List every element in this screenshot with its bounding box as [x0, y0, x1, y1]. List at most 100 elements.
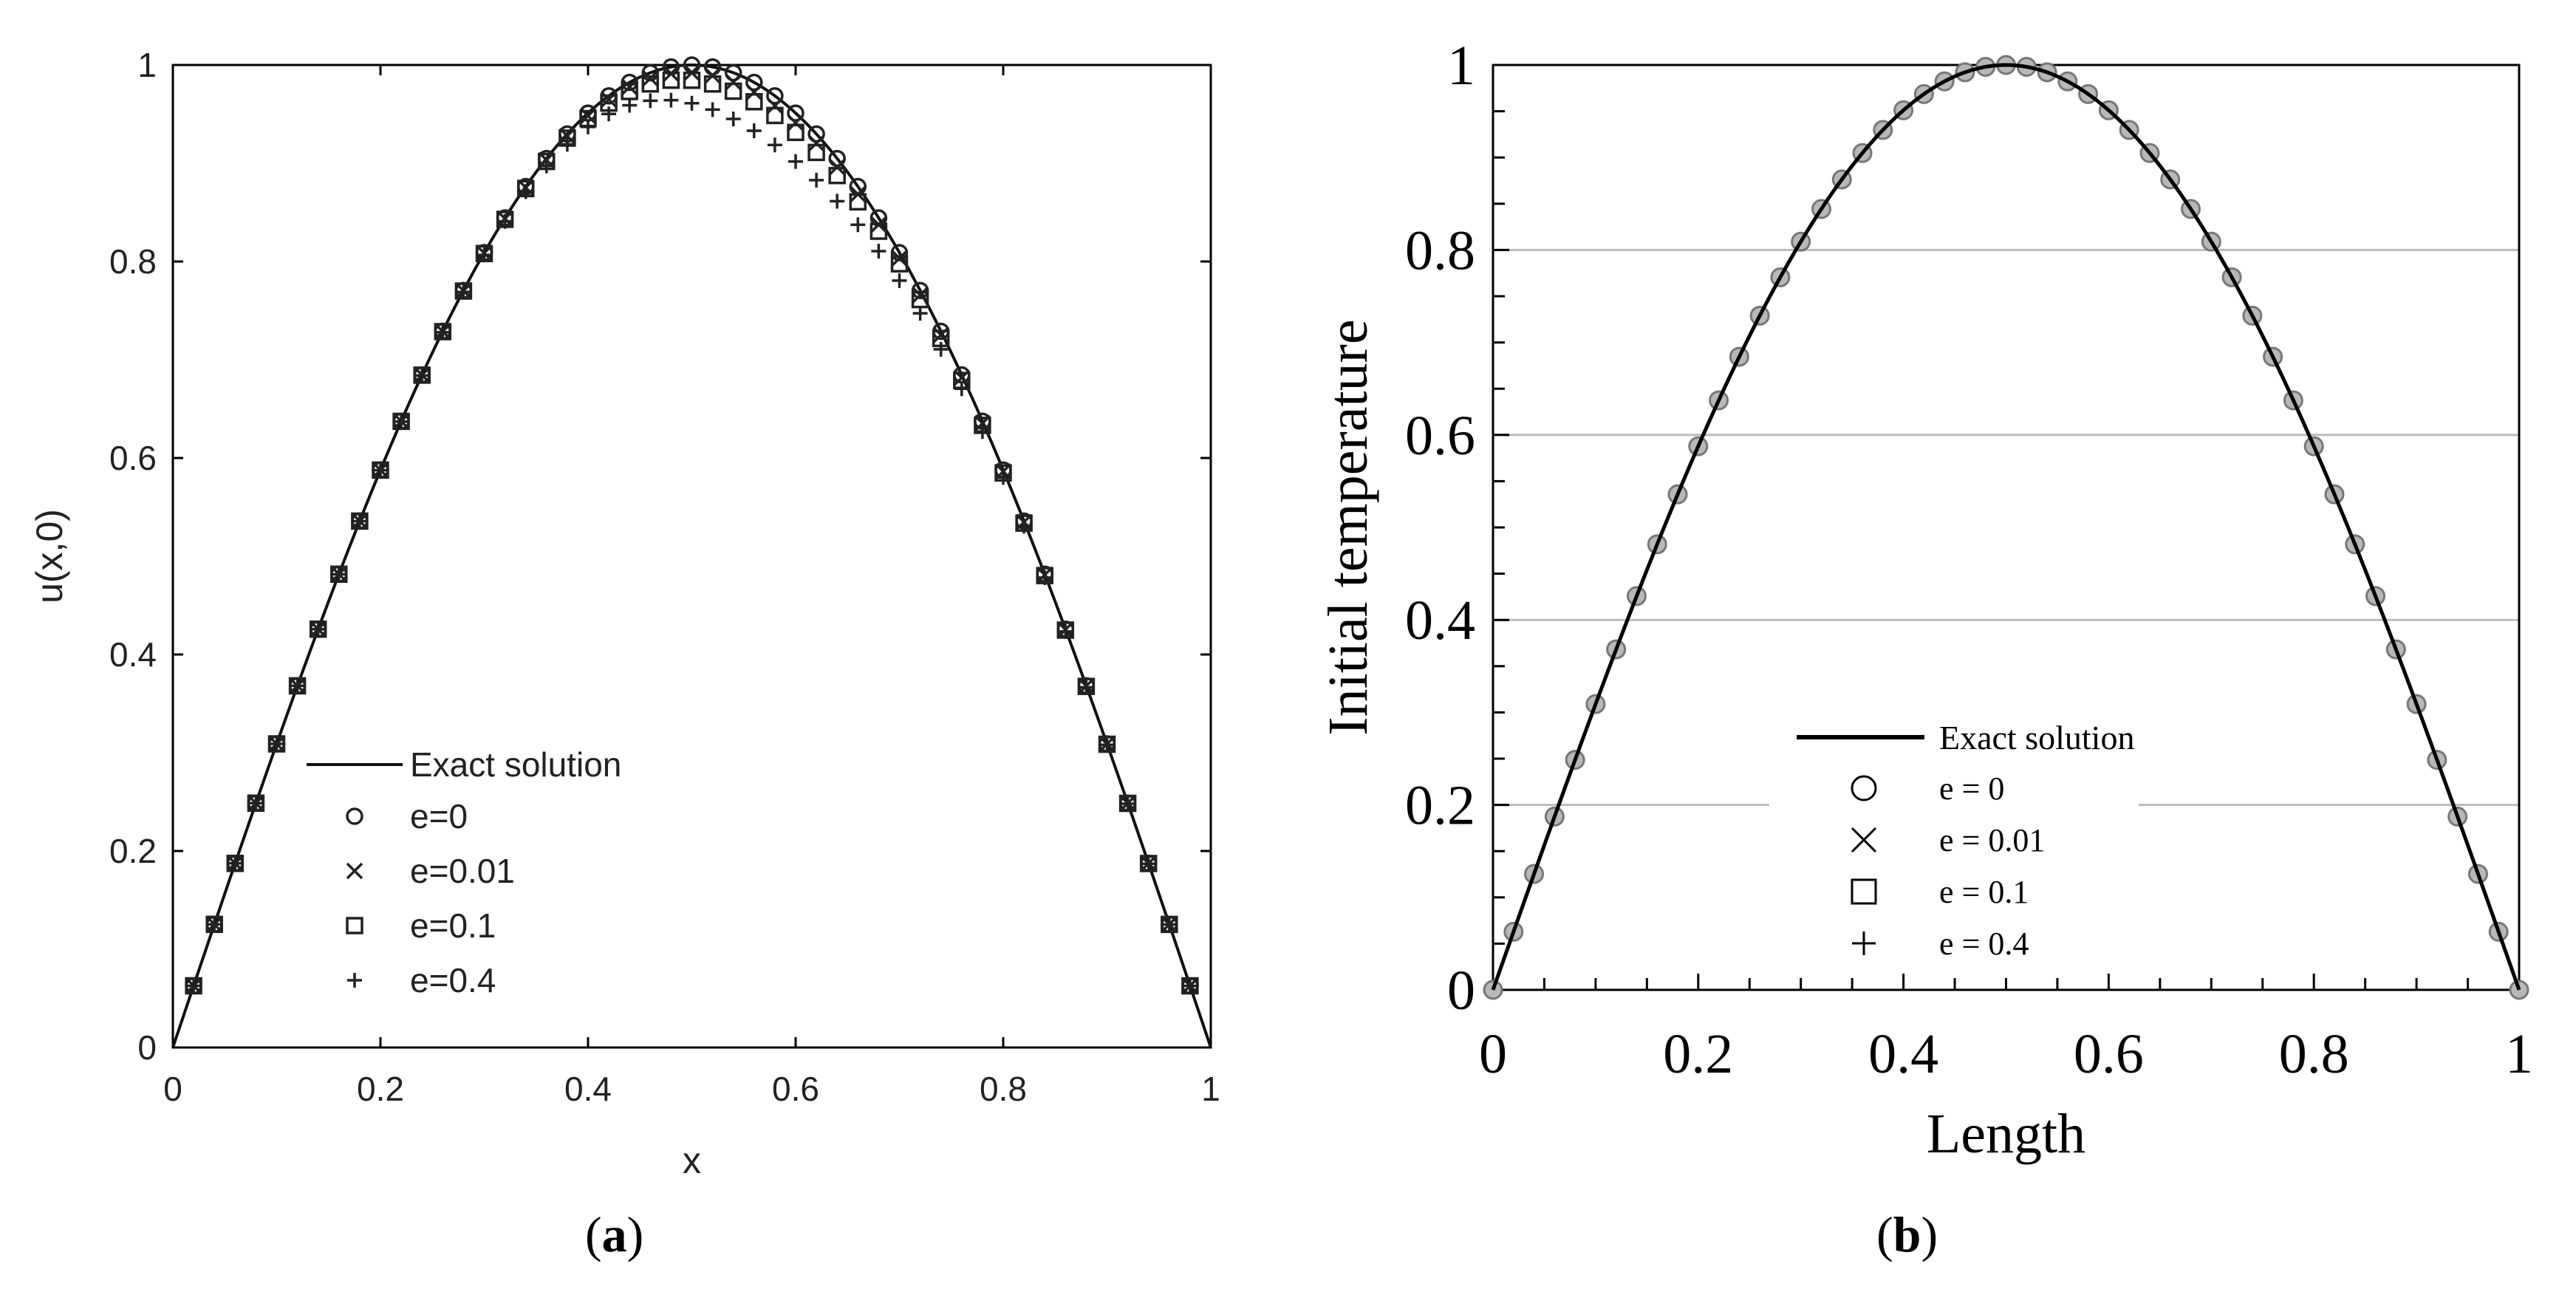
point-e-0-4-a [643, 93, 658, 109]
y-tick-label-b: 1 [1447, 35, 1475, 97]
point-e-0-1-a [828, 166, 846, 185]
point-e-0-4-a [663, 92, 679, 108]
point-e-0-a [621, 73, 638, 92]
series-exact-solution-a [171, 63, 1212, 1048]
point-e-0-4-a [394, 414, 409, 429]
point-e-0-4-a [373, 462, 388, 478]
point-e-0-4-a [892, 273, 907, 288]
x-tick-label-b: 0 [1479, 1023, 1507, 1085]
point-e-0-1-a [807, 143, 825, 162]
point-e-0-4-a [705, 102, 720, 117]
point-e-0-a [807, 125, 825, 143]
point-e-0-4-a [622, 98, 638, 113]
y-tick-label-b: 0.2 [1405, 775, 1475, 837]
y-axis-label-b: Initial temperature [1317, 319, 1379, 735]
point-e-0-1-a [683, 71, 701, 89]
point-e-0-4-a [933, 341, 949, 357]
point-e-0-4-a [746, 123, 762, 139]
x-tick-label-a: 1 [1201, 1070, 1220, 1108]
point-e-0-1-a [745, 92, 763, 111]
legend-label-b: e = 0.1 [1939, 874, 2029, 910]
legend-label-exact-b: Exact solution [1939, 719, 2134, 756]
x-tick-label-a: 0.4 [564, 1070, 612, 1108]
point-e-0-4-a [269, 736, 284, 752]
point-e-0-4-a [290, 678, 305, 694]
point-e-0-4-a [352, 513, 367, 529]
point-e-0-a [766, 87, 784, 105]
x-tick-label-a: 0.6 [772, 1070, 819, 1108]
point-e-0-4-a [830, 194, 845, 209]
point-e-0-01-a [642, 69, 659, 87]
legend-marker-b [1852, 932, 1876, 955]
series-exact-solution-b [1491, 63, 2521, 991]
point-e-0-1-a [890, 255, 909, 273]
point-e-0-a [745, 73, 763, 92]
y-tick-label-b: 0.8 [1405, 219, 1475, 281]
point-e-0-4-a [581, 119, 595, 134]
point-e-0-1-a [787, 123, 804, 142]
point-e-0-01-a [891, 250, 908, 267]
legend-marker-a [347, 973, 362, 988]
x-tick-label-b: 0.2 [1663, 1023, 1733, 1085]
point-e-0-4-a [476, 247, 492, 263]
point-e-0-a [787, 104, 804, 122]
point-e-0-4-a [456, 284, 471, 300]
point-e-0-01-a [745, 83, 763, 100]
point-e-0-4-a [539, 158, 554, 174]
point-e-0-4-a [954, 381, 969, 397]
legend-label-a: e=0 [410, 797, 468, 835]
legend-label-b: e = 0.01 [1939, 822, 2045, 858]
x-tick-label-b: 0.8 [2279, 1023, 2349, 1085]
chart-a: 0 0.2 0.4 0.6 0.8 1 0 0.2 0.4 0.6 0.8 1 x u(x,0) Exact… [29, 46, 1220, 1181]
point-e-0-4-a [1099, 737, 1115, 753]
x-tick-label-b: 0.6 [2074, 1023, 2144, 1085]
point-e-0-4-a [559, 137, 575, 152]
point-e-0-4-a [871, 244, 886, 259]
point-e-0-1-a [703, 75, 722, 93]
panel-a-label: (a) [585, 1206, 644, 1262]
y-tick-label-a: 0.6 [109, 439, 157, 477]
chart-b: 0 0.2 0.4 0.6 0.8 1 0 0.2 0.4 0.6 0.8 1 Length Initia… [1317, 35, 2533, 1165]
point-e-0-4-a [186, 978, 202, 994]
point-e-0-01-a [725, 73, 742, 91]
point-e-0-4-a [1058, 623, 1073, 639]
point-e-0-4-a [850, 217, 866, 233]
point-e-0-4-a [1079, 680, 1094, 695]
point-e-0-01-a [766, 97, 784, 114]
x-tick-label-b: 1 [2505, 1023, 2533, 1085]
point-e-0-01-a [807, 134, 825, 152]
y-tick-label-a: 0.2 [109, 832, 157, 870]
point-e-0-4-a [809, 172, 824, 188]
point-e-0-4-a [497, 213, 513, 229]
point-e-0-4-a [1037, 570, 1053, 586]
y-tick-label-a: 0 [137, 1028, 157, 1067]
point-e-0-4-a [601, 106, 617, 122]
y-axis-label-a: u(x,0) [29, 509, 70, 604]
point-e-0-1-a [766, 106, 784, 125]
point-e-0-a [724, 64, 742, 82]
point-e-0-1-a [849, 193, 867, 211]
legend-label-b: e = 0.4 [1939, 926, 2029, 962]
legend-label-exact-a: Exact solution [410, 745, 621, 784]
y-tick-label-b: 0.6 [1405, 405, 1475, 467]
point-e-0-4-a [435, 324, 451, 340]
point-e-0-4-a [996, 470, 1011, 485]
point-e-0-1-a [724, 82, 742, 100]
x-axis-label-b: Length [1927, 1103, 2085, 1165]
point-e-0-4-a [414, 368, 430, 383]
legend-marker-b [1851, 878, 1877, 905]
x-tick-label-a: 0.8 [980, 1070, 1027, 1108]
point-e-0-4-a [1161, 917, 1177, 932]
point-e-0-4-a [1120, 796, 1135, 811]
y-tick-label-a: 0.4 [109, 635, 157, 674]
point-e-0-4-a [228, 855, 243, 871]
y-tick-label-a: 0.8 [109, 242, 157, 281]
y-tick-label-a: 1 [137, 46, 157, 84]
point-e-0-4-a [912, 306, 928, 321]
point-e-0-4-a [1182, 978, 1198, 994]
point-e-0-4-a [310, 621, 326, 637]
legend-label-b: e = 0 [1939, 770, 2004, 807]
point-e-0-4-a [788, 154, 803, 169]
y-tick-label-b: 0 [1447, 960, 1475, 1022]
legend-marker-b [1851, 775, 1877, 801]
